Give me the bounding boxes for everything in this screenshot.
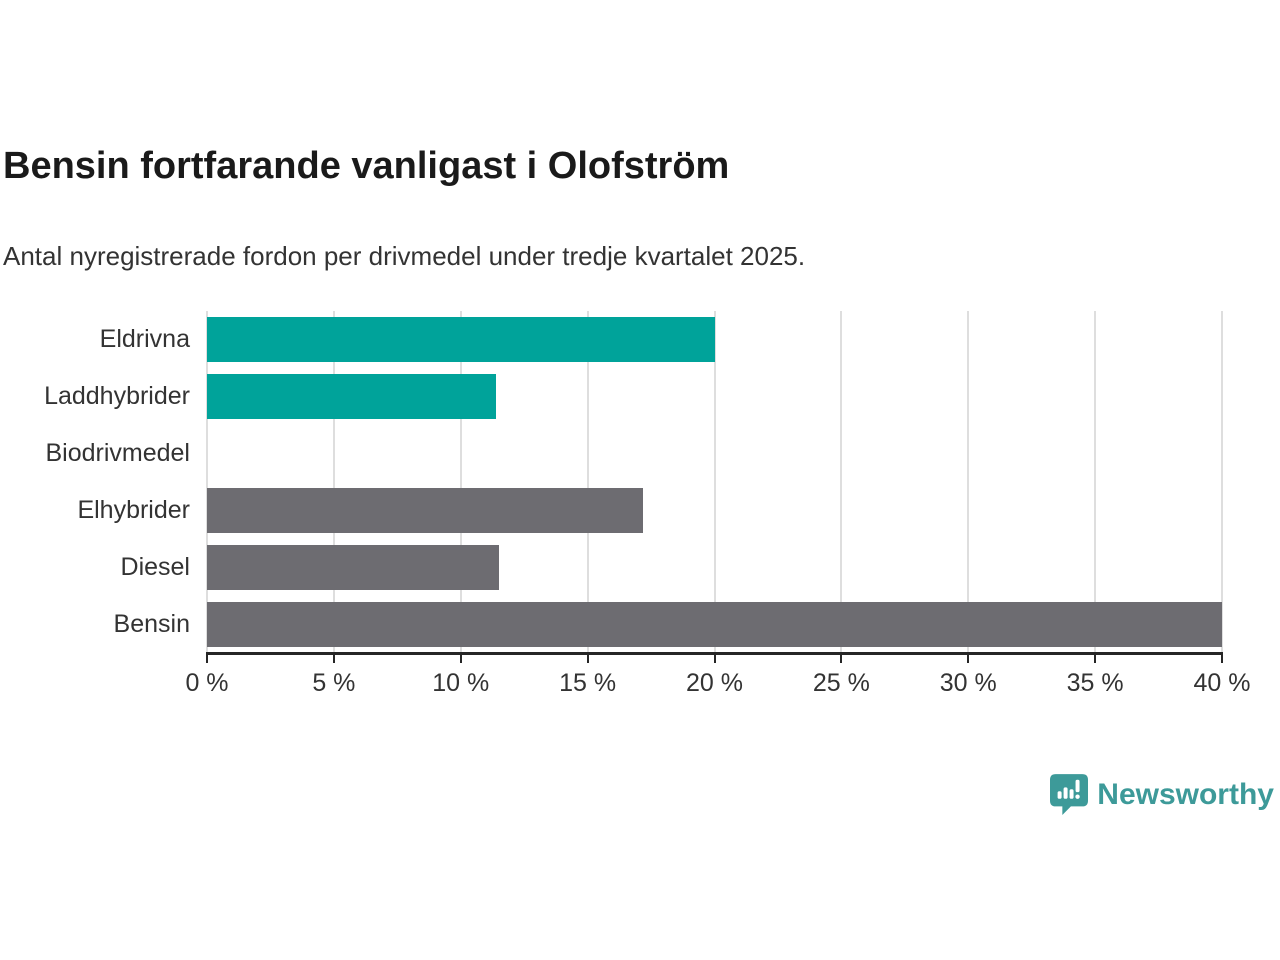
bar-eldrivna	[207, 317, 715, 362]
bar-laddhybrider	[207, 374, 497, 419]
gridline-20	[713, 311, 716, 653]
x-tick-35	[1094, 655, 1097, 663]
x-tick-label-30: 30 %	[939, 669, 997, 697]
newsworthy-logo-text: Newsworthy	[1097, 778, 1274, 811]
gridline-15	[586, 311, 589, 653]
x-tick-25	[840, 655, 843, 663]
category-label-bensin: Bensin	[113, 610, 190, 638]
x-tick-label-10: 10 %	[432, 669, 490, 697]
bar-diesel	[207, 545, 499, 590]
category-label-eldrivna: Eldrivna	[99, 325, 190, 353]
newsworthy-bubble-chart-icon	[1050, 774, 1089, 815]
x-tick-0	[206, 655, 208, 663]
gridline-25	[840, 311, 843, 653]
x-tick-5	[332, 655, 335, 663]
category-label-elhybrider: Elhybrider	[77, 496, 190, 524]
x-tick-label-25: 25 %	[812, 669, 870, 697]
x-axis: 0 % 5 % 10 % 15 % 20 % 25 % 30 % 35 % 40 %	[185, 652, 1250, 712]
gridline-10	[459, 311, 462, 653]
x-tick-15	[586, 655, 589, 663]
x-tick-30	[967, 655, 970, 663]
chart-title: Bensin fortfarande vanligast i Olofström	[3, 145, 730, 187]
x-axis-line	[206, 652, 1223, 655]
gridline-35	[1094, 311, 1097, 653]
x-tick-20	[713, 655, 716, 663]
x-tick-label-0: 0 %	[185, 669, 229, 697]
gridline-40	[1221, 311, 1223, 653]
gridline-5	[332, 311, 335, 653]
gridline-0	[206, 311, 208, 653]
x-tick-40	[1221, 655, 1223, 663]
category-label-biodrivmedel: Biodrivmedel	[45, 439, 190, 467]
category-label-laddhybrider: Laddhybrider	[44, 382, 190, 410]
bar-bensin	[207, 602, 1222, 647]
chart-subtitle: Antal nyregistrerade fordon per drivmede…	[3, 241, 806, 271]
x-tick-label-15: 15 %	[559, 669, 617, 697]
category-axis: Eldrivna Laddhybrider Biodrivmedel Elhybrid…	[0, 311, 190, 653]
x-tick-label-5: 5 %	[312, 669, 356, 697]
category-label-diesel: Diesel	[120, 553, 190, 581]
x-tick-10	[459, 655, 462, 663]
bar-elhybrider	[207, 488, 644, 533]
gridline-30	[967, 311, 970, 653]
newsworthy-logo: Newsworthy	[1050, 774, 1274, 816]
x-tick-label-35: 35 %	[1066, 669, 1124, 697]
plot-area	[206, 311, 1223, 653]
x-tick-label-20: 20 %	[686, 669, 743, 697]
x-tick-label-40: 40 %	[1193, 669, 1251, 697]
